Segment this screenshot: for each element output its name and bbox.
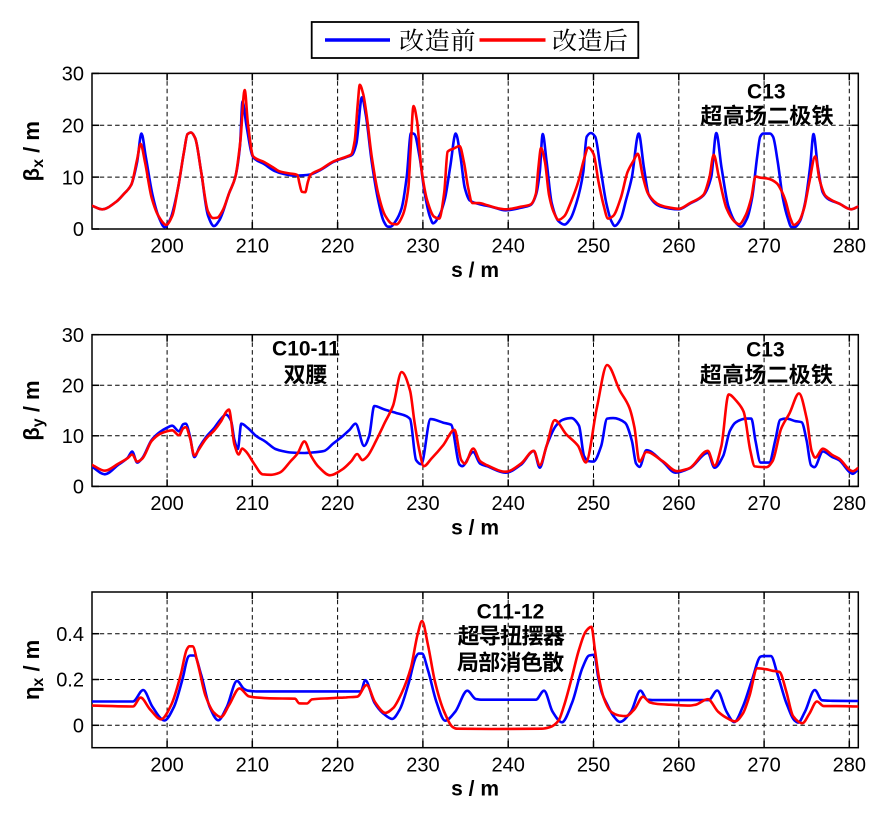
svg-text:230: 230 xyxy=(406,754,439,776)
svg-text:240: 240 xyxy=(492,754,525,776)
svg-text:C11-12: C11-12 xyxy=(477,601,545,624)
svg-text:βx / m: βx / m xyxy=(19,121,47,181)
svg-text:270: 270 xyxy=(747,493,780,515)
svg-text:20: 20 xyxy=(62,376,84,398)
svg-text:230: 230 xyxy=(406,236,439,258)
svg-text:260: 260 xyxy=(662,493,695,515)
svg-text:C13: C13 xyxy=(747,81,786,104)
svg-text:210: 210 xyxy=(236,754,269,776)
svg-text:250: 250 xyxy=(577,236,610,258)
svg-text:210: 210 xyxy=(236,493,269,515)
svg-text:C10-11: C10-11 xyxy=(272,337,340,360)
svg-text:270: 270 xyxy=(747,236,780,258)
svg-text:280: 280 xyxy=(833,236,866,258)
svg-text:0.4: 0.4 xyxy=(56,624,84,646)
svg-text:240: 240 xyxy=(492,493,525,515)
svg-text:230: 230 xyxy=(406,493,439,515)
svg-text:250: 250 xyxy=(577,754,610,776)
svg-text:0.2: 0.2 xyxy=(56,670,84,692)
svg-text:240: 240 xyxy=(492,236,525,258)
svg-text:s / m: s / m xyxy=(451,778,499,801)
svg-text:0: 0 xyxy=(73,477,84,499)
svg-text:260: 260 xyxy=(662,236,695,258)
svg-text:220: 220 xyxy=(321,493,354,515)
svg-text:10: 10 xyxy=(62,426,84,448)
svg-text:s / m: s / m xyxy=(451,516,499,539)
svg-text:30: 30 xyxy=(62,325,84,347)
svg-text:s / m: s / m xyxy=(451,259,499,282)
svg-text:10: 10 xyxy=(62,167,84,189)
svg-text:ηx / m: ηx / m xyxy=(19,640,47,700)
svg-text:βy / m: βy / m xyxy=(19,380,47,440)
svg-text:0: 0 xyxy=(73,716,84,738)
svg-text:220: 220 xyxy=(321,236,354,258)
svg-text:280: 280 xyxy=(833,754,866,776)
svg-text:200: 200 xyxy=(150,754,183,776)
svg-text:20: 20 xyxy=(62,116,84,138)
svg-text:C13: C13 xyxy=(746,339,785,362)
svg-text:200: 200 xyxy=(150,493,183,515)
svg-text:250: 250 xyxy=(577,493,610,515)
svg-text:200: 200 xyxy=(150,236,183,258)
svg-text:270: 270 xyxy=(747,754,780,776)
svg-text:30: 30 xyxy=(62,64,84,86)
svg-text:210: 210 xyxy=(236,236,269,258)
svg-text:0: 0 xyxy=(73,219,84,241)
svg-text:280: 280 xyxy=(833,493,866,515)
svg-text:260: 260 xyxy=(662,754,695,776)
svg-text:220: 220 xyxy=(321,754,354,776)
